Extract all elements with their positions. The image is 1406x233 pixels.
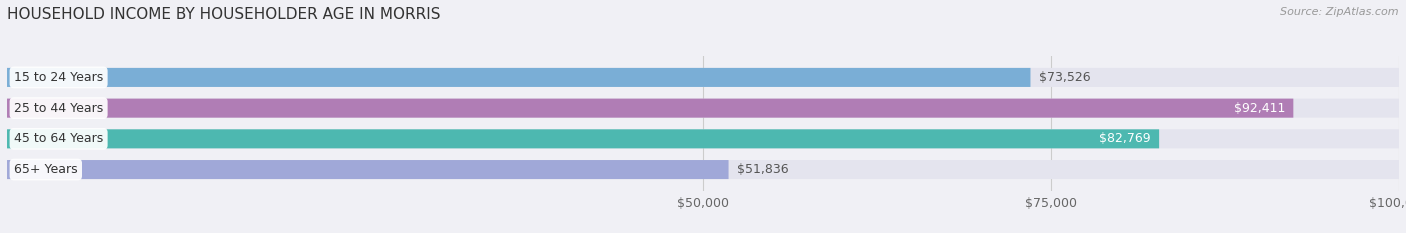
- FancyBboxPatch shape: [7, 99, 1399, 118]
- FancyBboxPatch shape: [7, 129, 1399, 148]
- Text: $92,411: $92,411: [1233, 102, 1285, 115]
- Text: HOUSEHOLD INCOME BY HOUSEHOLDER AGE IN MORRIS: HOUSEHOLD INCOME BY HOUSEHOLDER AGE IN M…: [7, 7, 440, 22]
- FancyBboxPatch shape: [7, 99, 1294, 118]
- FancyBboxPatch shape: [7, 160, 1399, 179]
- Text: $73,526: $73,526: [1039, 71, 1091, 84]
- Text: $82,769: $82,769: [1099, 132, 1150, 145]
- FancyBboxPatch shape: [7, 68, 1399, 87]
- FancyBboxPatch shape: [7, 129, 1159, 148]
- Text: 15 to 24 Years: 15 to 24 Years: [14, 71, 103, 84]
- FancyBboxPatch shape: [7, 68, 1031, 87]
- Text: 65+ Years: 65+ Years: [14, 163, 77, 176]
- Text: 25 to 44 Years: 25 to 44 Years: [14, 102, 103, 115]
- Text: Source: ZipAtlas.com: Source: ZipAtlas.com: [1281, 7, 1399, 17]
- Text: 45 to 64 Years: 45 to 64 Years: [14, 132, 103, 145]
- Text: $51,836: $51,836: [737, 163, 789, 176]
- FancyBboxPatch shape: [7, 160, 728, 179]
